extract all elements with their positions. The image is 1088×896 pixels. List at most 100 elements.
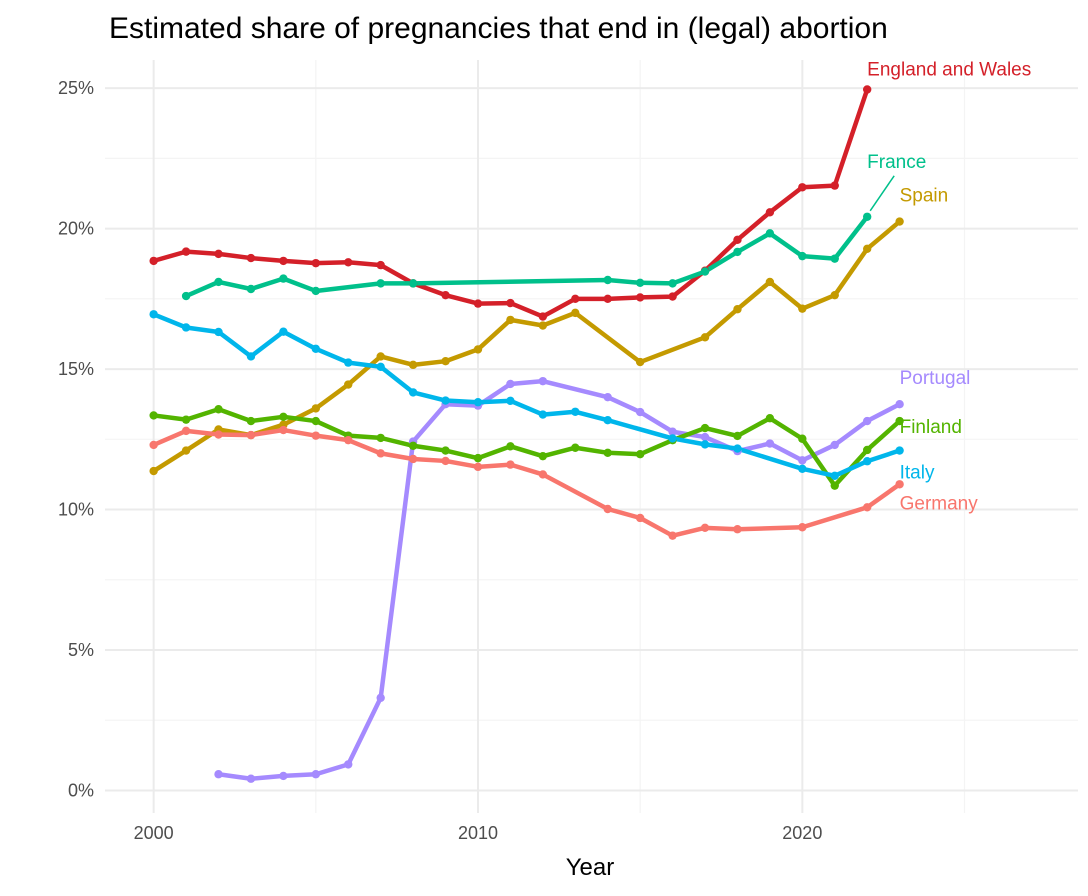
series-label-finland: Finland bbox=[900, 417, 962, 438]
data-point-spain bbox=[538, 321, 548, 330]
data-point-germany bbox=[246, 430, 256, 440]
data-point-france bbox=[700, 267, 710, 276]
data-point-finland bbox=[733, 431, 742, 441]
data-point-england-and-wales bbox=[149, 256, 158, 266]
series-line-france bbox=[183, 214, 870, 299]
data-point-finland bbox=[830, 481, 839, 490]
series-label-england-and-wales: England and Wales bbox=[867, 60, 1031, 81]
data-point-germany bbox=[635, 513, 645, 523]
data-point-finland bbox=[700, 423, 710, 433]
data-point-finland bbox=[862, 445, 872, 455]
data-point-portugal bbox=[830, 440, 839, 450]
label-leader-france bbox=[869, 175, 895, 212]
data-point-portugal bbox=[603, 392, 612, 402]
data-point-finland bbox=[311, 416, 321, 426]
data-point-finland bbox=[798, 434, 807, 443]
data-point-spain bbox=[895, 217, 904, 226]
data-point-italy bbox=[506, 396, 515, 406]
data-point-portugal bbox=[506, 379, 515, 389]
data-point-germany bbox=[149, 440, 158, 450]
data-point-germany bbox=[506, 460, 515, 469]
y-tick-label: 15% bbox=[58, 359, 94, 379]
data-point-england-and-wales bbox=[279, 256, 288, 266]
data-point-spain bbox=[181, 446, 191, 455]
data-point-italy bbox=[830, 471, 839, 481]
series-line-finland bbox=[151, 407, 902, 488]
data-point-england-and-wales bbox=[246, 253, 256, 263]
data-point-germany bbox=[376, 449, 385, 458]
data-point-england-and-wales bbox=[603, 294, 612, 304]
data-point-england-and-wales bbox=[506, 298, 515, 308]
data-point-italy bbox=[668, 434, 677, 443]
data-point-germany bbox=[181, 426, 191, 436]
y-tick-label: 5% bbox=[68, 640, 94, 660]
x-tick-label: 2020 bbox=[782, 823, 822, 843]
data-point-finland bbox=[538, 451, 548, 461]
data-point-italy bbox=[473, 398, 483, 407]
data-point-england-and-wales bbox=[311, 258, 321, 268]
data-point-france bbox=[830, 254, 839, 263]
data-point-italy bbox=[862, 457, 872, 466]
data-point-germany bbox=[279, 425, 288, 435]
data-point-spain bbox=[311, 404, 321, 413]
data-point-france bbox=[603, 275, 612, 285]
data-point-germany bbox=[700, 523, 710, 533]
data-point-portugal bbox=[538, 376, 548, 386]
data-point-finland bbox=[506, 442, 515, 451]
data-point-spain bbox=[862, 244, 872, 254]
data-point-france bbox=[246, 284, 256, 294]
data-point-portugal bbox=[668, 427, 677, 436]
data-point-spain bbox=[765, 277, 775, 287]
data-point-italy bbox=[279, 327, 288, 336]
data-point-france bbox=[733, 247, 742, 257]
y-tick-label: 25% bbox=[58, 78, 94, 98]
series-layer bbox=[151, 87, 902, 781]
data-point-germany bbox=[862, 503, 872, 512]
data-point-england-and-wales bbox=[668, 292, 677, 301]
data-point-germany bbox=[214, 430, 223, 439]
series-line-germany bbox=[151, 427, 902, 538]
data-point-italy bbox=[181, 323, 191, 332]
data-point-finland bbox=[571, 443, 580, 452]
x-axis-title: Year bbox=[566, 854, 615, 881]
data-point-portugal bbox=[895, 399, 904, 409]
series-label-portugal: Portugal bbox=[900, 368, 971, 389]
data-point-england-and-wales bbox=[344, 258, 353, 267]
data-point-spain bbox=[344, 380, 353, 389]
data-point-france bbox=[181, 291, 191, 301]
y-tick-label: 0% bbox=[68, 781, 94, 801]
y-tick-label: 10% bbox=[58, 500, 94, 520]
data-point-finland bbox=[408, 441, 418, 450]
series-label-france: France bbox=[867, 152, 926, 173]
data-point-italy bbox=[895, 446, 904, 455]
data-point-france bbox=[376, 279, 385, 288]
data-point-france bbox=[311, 286, 321, 296]
data-point-france bbox=[765, 229, 775, 238]
data-point-england-and-wales bbox=[798, 183, 807, 192]
data-point-portugal bbox=[246, 774, 256, 783]
data-point-finland bbox=[473, 453, 483, 463]
data-point-england-and-wales bbox=[571, 294, 580, 304]
data-point-finland bbox=[214, 405, 223, 414]
data-point-finland bbox=[181, 415, 191, 424]
data-point-spain bbox=[798, 304, 807, 313]
data-point-germany bbox=[311, 431, 321, 440]
data-point-spain bbox=[571, 308, 580, 318]
series-line-italy bbox=[151, 312, 902, 479]
data-point-spain bbox=[506, 315, 515, 325]
data-point-england-and-wales bbox=[538, 312, 548, 321]
data-point-germany bbox=[538, 470, 548, 479]
data-point-italy bbox=[311, 344, 321, 354]
data-point-france bbox=[408, 279, 418, 288]
data-point-england-and-wales bbox=[635, 293, 645, 302]
data-point-england-and-wales bbox=[181, 247, 191, 256]
data-point-portugal bbox=[700, 432, 710, 442]
data-point-portugal bbox=[376, 693, 385, 703]
data-point-finland bbox=[279, 412, 288, 422]
data-point-italy bbox=[214, 327, 223, 337]
data-point-italy bbox=[798, 464, 807, 474]
axis-layer: 0% 5% 10% 15% 20% 25% 2000 2010 2020 bbox=[58, 78, 822, 843]
data-point-finland bbox=[765, 414, 775, 423]
data-point-finland bbox=[246, 416, 256, 426]
